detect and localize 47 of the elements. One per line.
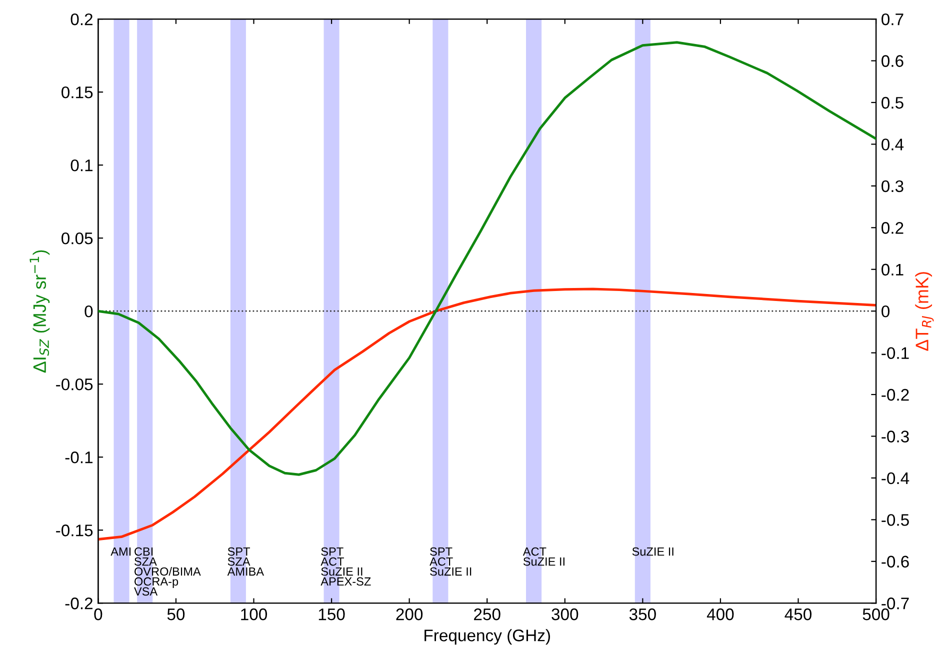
- y-tick-label: 0.1: [70, 159, 93, 172]
- band-label: CBI SZA OVRO/BIMA OCRA-p VSA: [134, 547, 201, 596]
- y2-tick-label: -0.3: [882, 430, 909, 442]
- y-tick-label: -0.15: [56, 524, 93, 536]
- y2-tick-label: -0.5: [882, 514, 909, 526]
- x-tick-label: 100: [241, 608, 267, 620]
- x-axis-title: Frequency (GHz): [424, 629, 550, 645]
- y2-tick-label: 0.3: [882, 180, 904, 192]
- y2-tick-label: 0: [882, 305, 890, 318]
- y-tick-label: 0: [84, 305, 93, 318]
- y-tick-label: -0.2: [65, 598, 92, 610]
- x-tick-label: 300: [552, 608, 578, 620]
- band-label: SPT ACT SuZIE II APEX-SZ: [320, 547, 371, 586]
- y2-axis-title: ΔT$_{RJ}$ (mK): [915, 272, 934, 351]
- line-series: [98, 41, 876, 476]
- y2-tick-label: 0.2: [882, 222, 904, 234]
- x-tick-label: 500: [862, 608, 890, 620]
- y-tick-label: 0.05: [62, 232, 93, 244]
- x-tick-label: 450: [784, 608, 812, 620]
- x-tick-label: 250: [474, 608, 500, 620]
- x-tick-label: 50: [167, 608, 185, 620]
- x-tick-label: 0: [94, 608, 102, 620]
- y2-tick-label: 0.6: [882, 55, 904, 67]
- y2-tick-label: -0.4: [882, 472, 910, 484]
- y2-tick-label: -0.1: [882, 347, 909, 360]
- x-tick-label: 150: [318, 608, 345, 620]
- band-label: AMI: [110, 547, 131, 556]
- x-tick-label: 350: [629, 608, 656, 620]
- x-tick-label: 400: [706, 608, 734, 620]
- y2-tick-label: -0.6: [882, 556, 909, 568]
- band-label: SPT SZA AMIBA: [227, 547, 264, 576]
- band-label: ACT SuZIE II: [522, 547, 564, 566]
- y2-tick-label: 0.7: [882, 13, 904, 26]
- y-tick-label: 0.2: [70, 13, 92, 26]
- y2-tick-label: 0.1: [882, 264, 904, 276]
- x-tick-label: 200: [396, 608, 423, 620]
- band-label: SPT ACT SuZIE II: [430, 547, 472, 576]
- y2-tick-label: -0.2: [882, 388, 909, 401]
- y2-tick-label: -0.7: [882, 598, 909, 610]
- band-label: SuZIE II: [632, 547, 674, 556]
- y-tick-label: -0.05: [56, 378, 93, 390]
- y-tick-label: 0.15: [62, 86, 93, 98]
- y-tick-label: -0.1: [65, 452, 93, 464]
- y2-tick-label: 0.5: [882, 96, 904, 109]
- line-series: [98, 288, 876, 541]
- y-axis-title: ΔI$_{SZ}$ (MJy sr$^{−1}$): [30, 250, 50, 373]
- y2-tick-label: 0.4: [882, 138, 904, 150]
